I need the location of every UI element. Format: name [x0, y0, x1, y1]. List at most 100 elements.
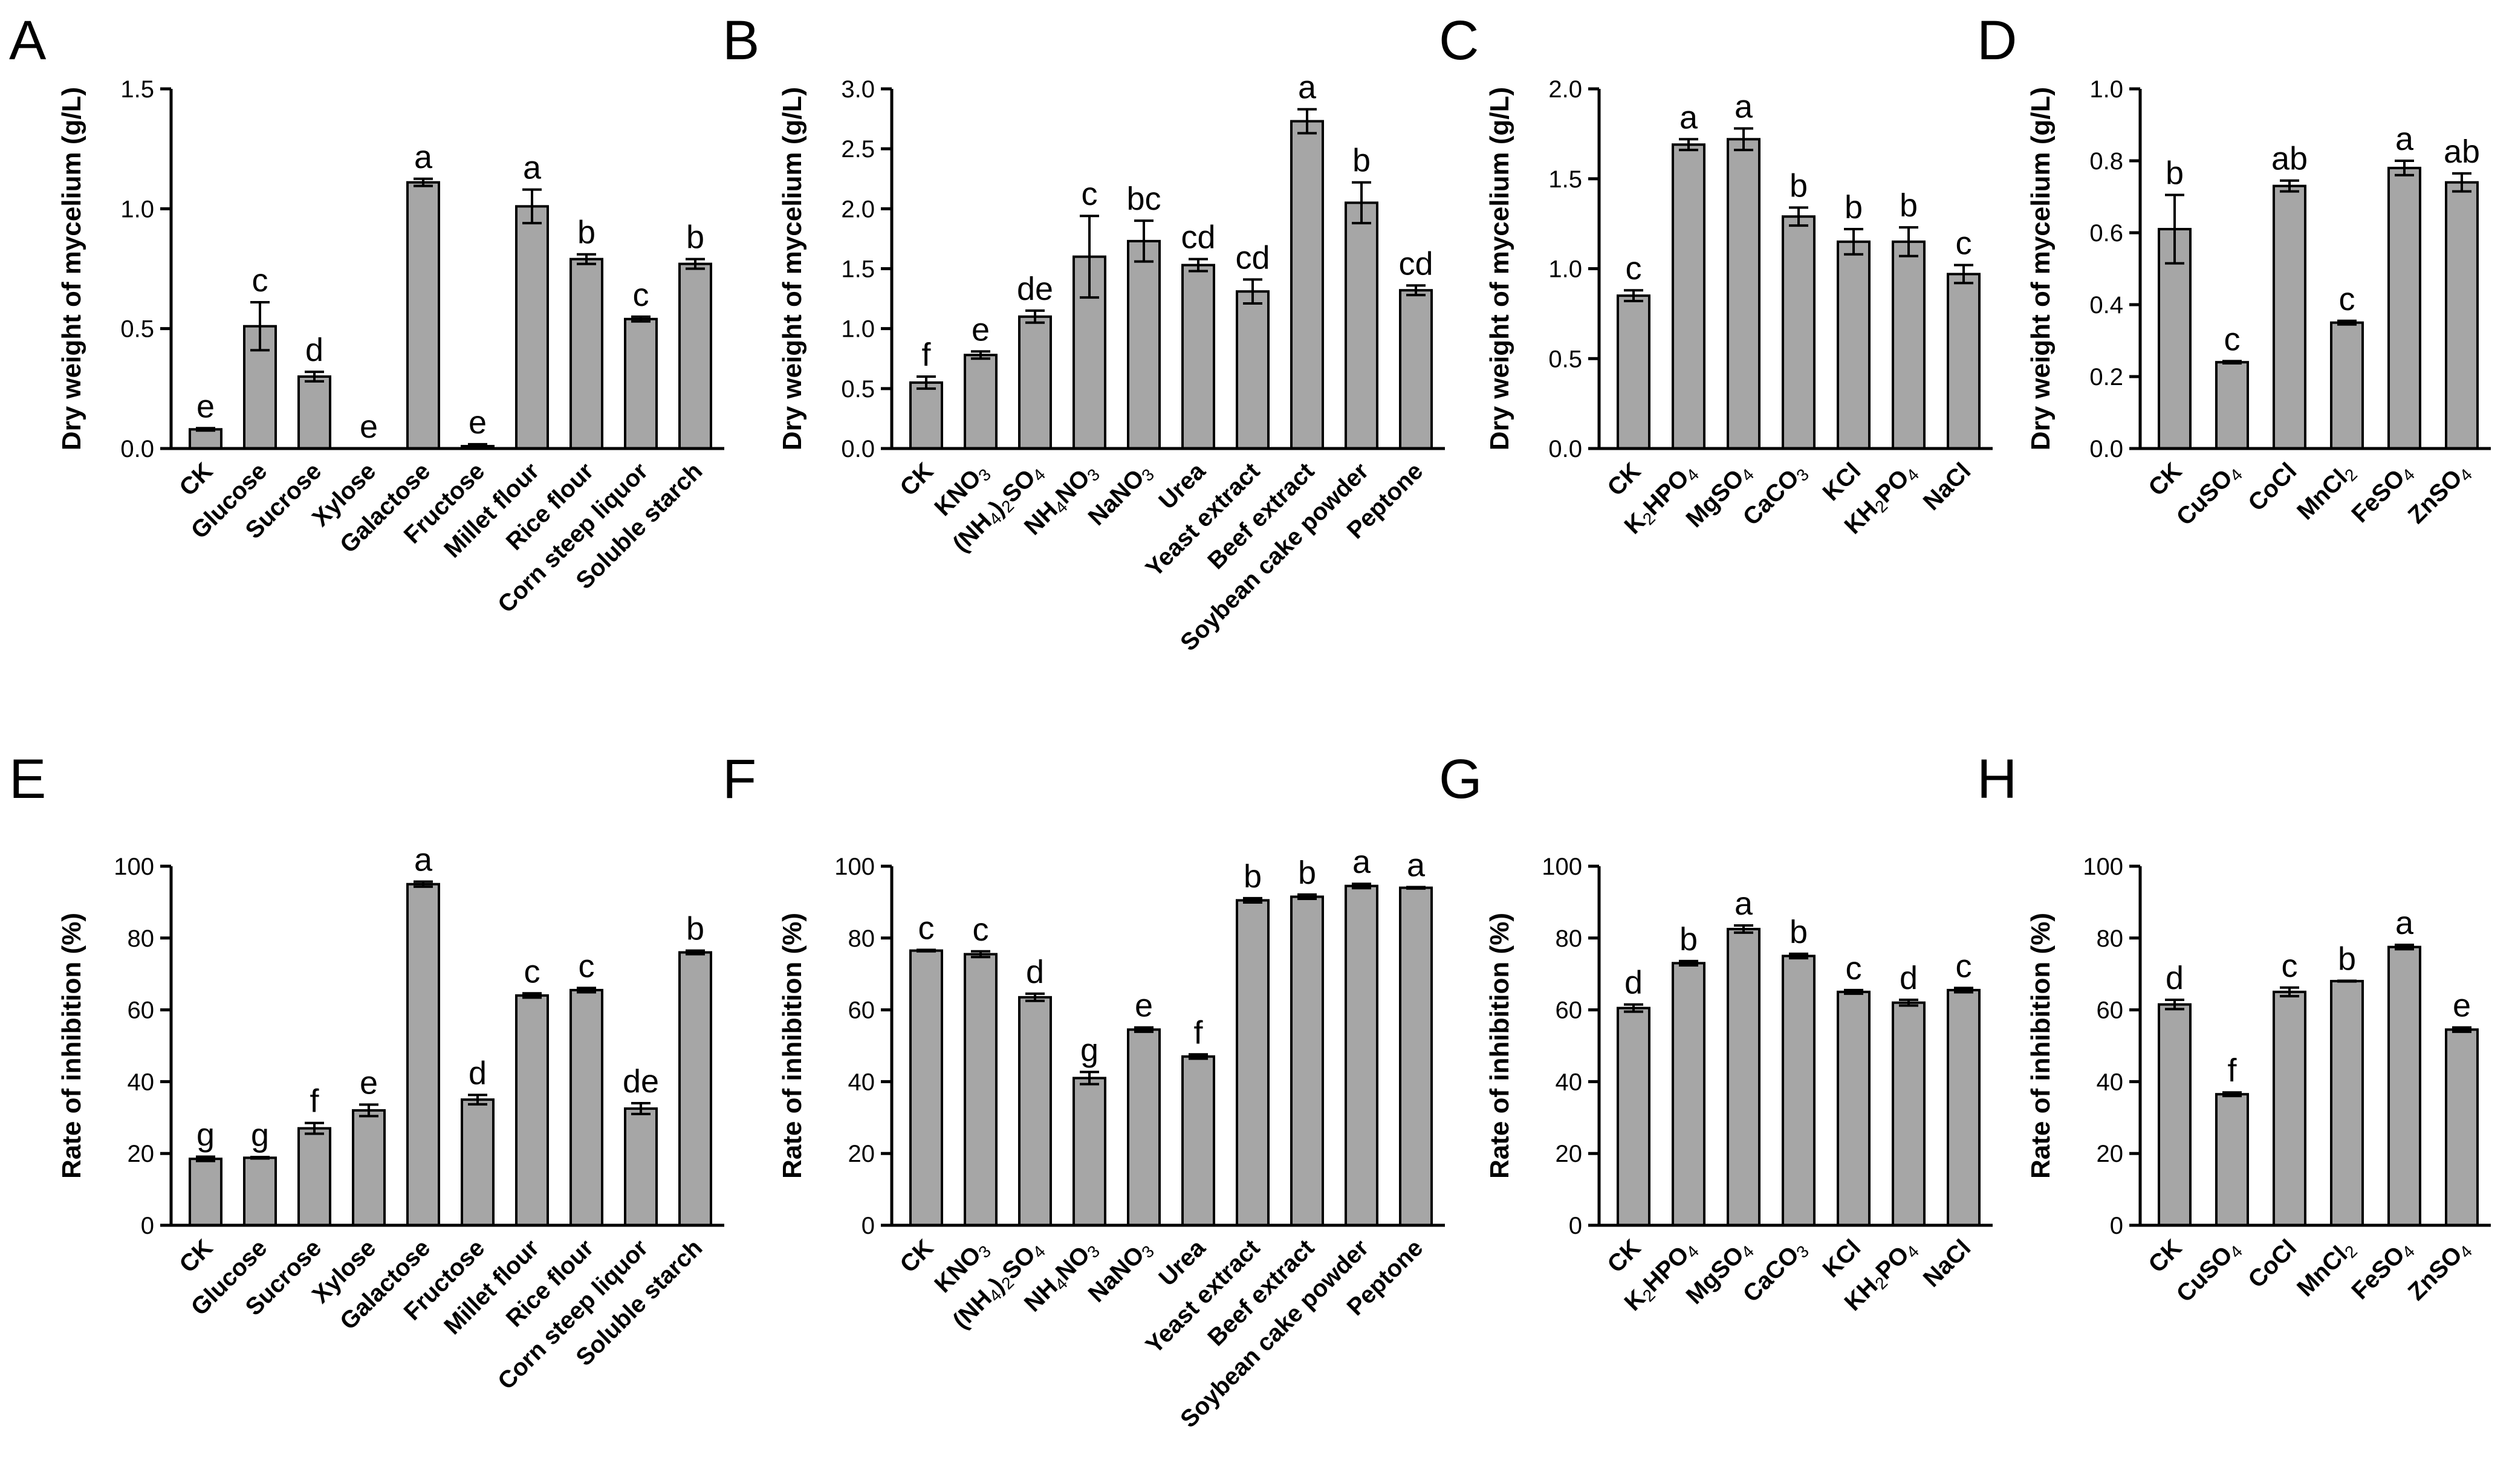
panel-e-bar-sucrose	[297, 1127, 331, 1226]
panel-e-letter-millet-flour: c	[524, 953, 540, 990]
panel-c-letter-nacl: c	[1956, 225, 1972, 262]
panel-h-x-tick-feso4: FeSO4	[2346, 1234, 2418, 1306]
panel-f-letter-yeast-extract: b	[1244, 858, 1262, 895]
panel-c-letter-caco3: b	[1790, 167, 1808, 204]
panel-b-y-tick-label: 0.0	[841, 436, 875, 462]
panel-e-bar-fructose	[461, 1098, 495, 1226]
panel-b-y-tick-label: 1.0	[841, 316, 875, 343]
panel-b-letter-soybean-cake-powder: b	[1352, 143, 1371, 179]
panel-d-label: D	[1977, 10, 2017, 71]
panel-b-y-tick-label: 2.5	[841, 136, 875, 163]
panel-f-letter-kno3: c	[973, 912, 989, 948]
panel-e-y-axis-label: Rate of inhibition (%)	[57, 913, 86, 1179]
panel-e-y-tick-label: 80	[128, 925, 155, 952]
panel-f-letter-ck: c	[918, 910, 935, 946]
panel-g-bar-nacl	[1947, 988, 1981, 1227]
panel-f-bar-nh4-2so4	[1018, 996, 1052, 1227]
panel-h-y-tick-label: 60	[2097, 997, 2124, 1024]
panel-d-letter-cocl: ab	[2271, 141, 2308, 177]
panel-g-x-tick-kcl: KCl	[1818, 1234, 1866, 1283]
panel-d-y-tick-label: 1.0	[2089, 76, 2123, 103]
panel-e-label: E	[9, 748, 46, 810]
panel-g: G Rate of inhibition (%) 0 20 40 60 80 100 d CK b K…	[1439, 748, 1993, 1316]
panel-g-y-axis-label: Rate of inhibition (%)	[1485, 913, 1514, 1179]
panel-c-bar-caco3	[1782, 215, 1816, 450]
panel-d-letter-feso4: a	[2395, 121, 2414, 157]
panel-d-x-tick-cuso4: CuSO4	[2172, 458, 2247, 533]
panel-a-y-tick-label: 0.0	[120, 436, 154, 462]
panel-d-x-tick-ck: CK	[2143, 458, 2187, 501]
panel-c-bar-kcl	[1837, 240, 1871, 450]
panel-f-x-tick-kno3: KNO3	[929, 1234, 995, 1300]
panel-f-letter-nano3: e	[1135, 988, 1153, 1024]
panel-a-bar-galactose	[406, 181, 440, 450]
panel-f: F Rate of inhibition (%) 0 20 40 60 80 100 c CK c K…	[722, 748, 1445, 1433]
panel-h-bar-mncl2	[2330, 980, 2364, 1226]
panel-d-letter-mncl2: c	[2339, 281, 2355, 317]
panel-c-letter-ck: c	[1626, 250, 1642, 287]
panel-f-bar-ck	[909, 949, 943, 1226]
panel-h-y-tick-label: 20	[2097, 1141, 2124, 1167]
panel-b-bar-beef-extract	[1290, 120, 1324, 450]
panel-e-y-tick-label: 100	[114, 854, 154, 880]
panel-a-letter-galactose: a	[414, 139, 433, 175]
panel-a-y-tick-label: 1.5	[120, 76, 154, 103]
panel-h-bar-cocl	[2273, 990, 2306, 1227]
panel-g-y-tick-label: 60	[1556, 997, 1583, 1024]
panel-a-label: A	[9, 10, 47, 71]
panel-b-letter-ck: f	[921, 337, 931, 373]
panel-e-y-tick-label: 20	[128, 1141, 155, 1167]
panel-f-y-tick-label: 0	[862, 1213, 875, 1239]
panel-f-letter-peptone: a	[1407, 847, 1426, 883]
panel-e-y-tick-label: 0	[141, 1213, 154, 1239]
panel-b: B Dry weight of mycelium (g/L) 0.0 0.5 1.0 1.…	[722, 10, 1445, 656]
panel-e-letter-soluble-starch: b	[686, 911, 704, 947]
panel-a-bar-sucrose	[297, 375, 331, 450]
panel-b-y-tick-label: 1.5	[841, 256, 875, 283]
panel-g-bar-mgso4	[1727, 927, 1760, 1226]
panel-b-label: B	[722, 10, 759, 71]
panel-g-y-tick-label: 20	[1556, 1141, 1583, 1167]
panel-c-bar-k2hpo4	[1672, 143, 1705, 450]
panel-b-letter-nh4no3: c	[1082, 176, 1098, 212]
panel-h-bar-znso4	[2445, 1028, 2479, 1227]
panel-b-y-tick-label: 2.0	[841, 196, 875, 222]
panel-h-y-tick-label: 40	[2097, 1069, 2124, 1095]
panel-g-bar-ck	[1617, 1006, 1650, 1226]
panel-c-x-tick-ck: CK	[1602, 458, 1646, 501]
panel-f-bar-kno3	[964, 953, 998, 1227]
panel-b-x-tick-ck: CK	[895, 458, 938, 501]
panel-a-letter-sucrose: d	[305, 332, 323, 368]
panel-c-letter-kcl: b	[1845, 189, 1863, 225]
panel-h-letter-feso4: a	[2395, 905, 2414, 941]
panel-a-bar-corn-steep-liquor	[624, 317, 658, 450]
panel-f-label: F	[722, 748, 756, 810]
panel-d-bar-znso4	[2445, 181, 2479, 450]
panel-b-y-axis-label: Dry weight of mycelium (g/L)	[777, 87, 807, 450]
panel-f-letter-nh4no3: g	[1080, 1032, 1098, 1068]
panel-g-y-tick-label: 100	[1542, 854, 1582, 880]
panel-e-letter-ck: g	[196, 1117, 215, 1153]
panel-b-x-tick-nano3: NaNO3	[1083, 458, 1158, 533]
panel-e-bar-ck	[189, 1158, 222, 1226]
panel-g-letter-caco3: b	[1790, 914, 1808, 950]
panel-g-label: G	[1439, 748, 1482, 810]
panel-e-bar-xylose	[352, 1109, 386, 1227]
panel-b-bar-peptone	[1399, 289, 1433, 450]
panel-f-y-tick-label: 60	[848, 997, 875, 1024]
panel-g-letter-kh2po4: d	[1900, 960, 1918, 996]
panel-c-y-tick-label: 0.0	[1548, 436, 1582, 462]
panel-b-letter-yeast-extract: cd	[1235, 239, 1270, 276]
panel-a-bar-ck	[189, 428, 222, 450]
panel-h-x-tick-znso4: ZnSO4	[2403, 1234, 2476, 1307]
panel-a-letter-rice-flour: b	[577, 215, 595, 251]
panel-c-y-tick-label: 1.0	[1548, 256, 1582, 283]
panel-d-letter-znso4: ab	[2444, 134, 2480, 170]
panel-b-y-tick-label: 3.0	[841, 76, 875, 103]
panel-b-bar-soybean-cake-powder	[1345, 201, 1378, 450]
panel-h-x-tick-ck: CK	[2143, 1234, 2187, 1278]
panel-h-bar-ck	[2158, 1003, 2192, 1226]
panel-h-letter-znso4: e	[2453, 988, 2471, 1024]
